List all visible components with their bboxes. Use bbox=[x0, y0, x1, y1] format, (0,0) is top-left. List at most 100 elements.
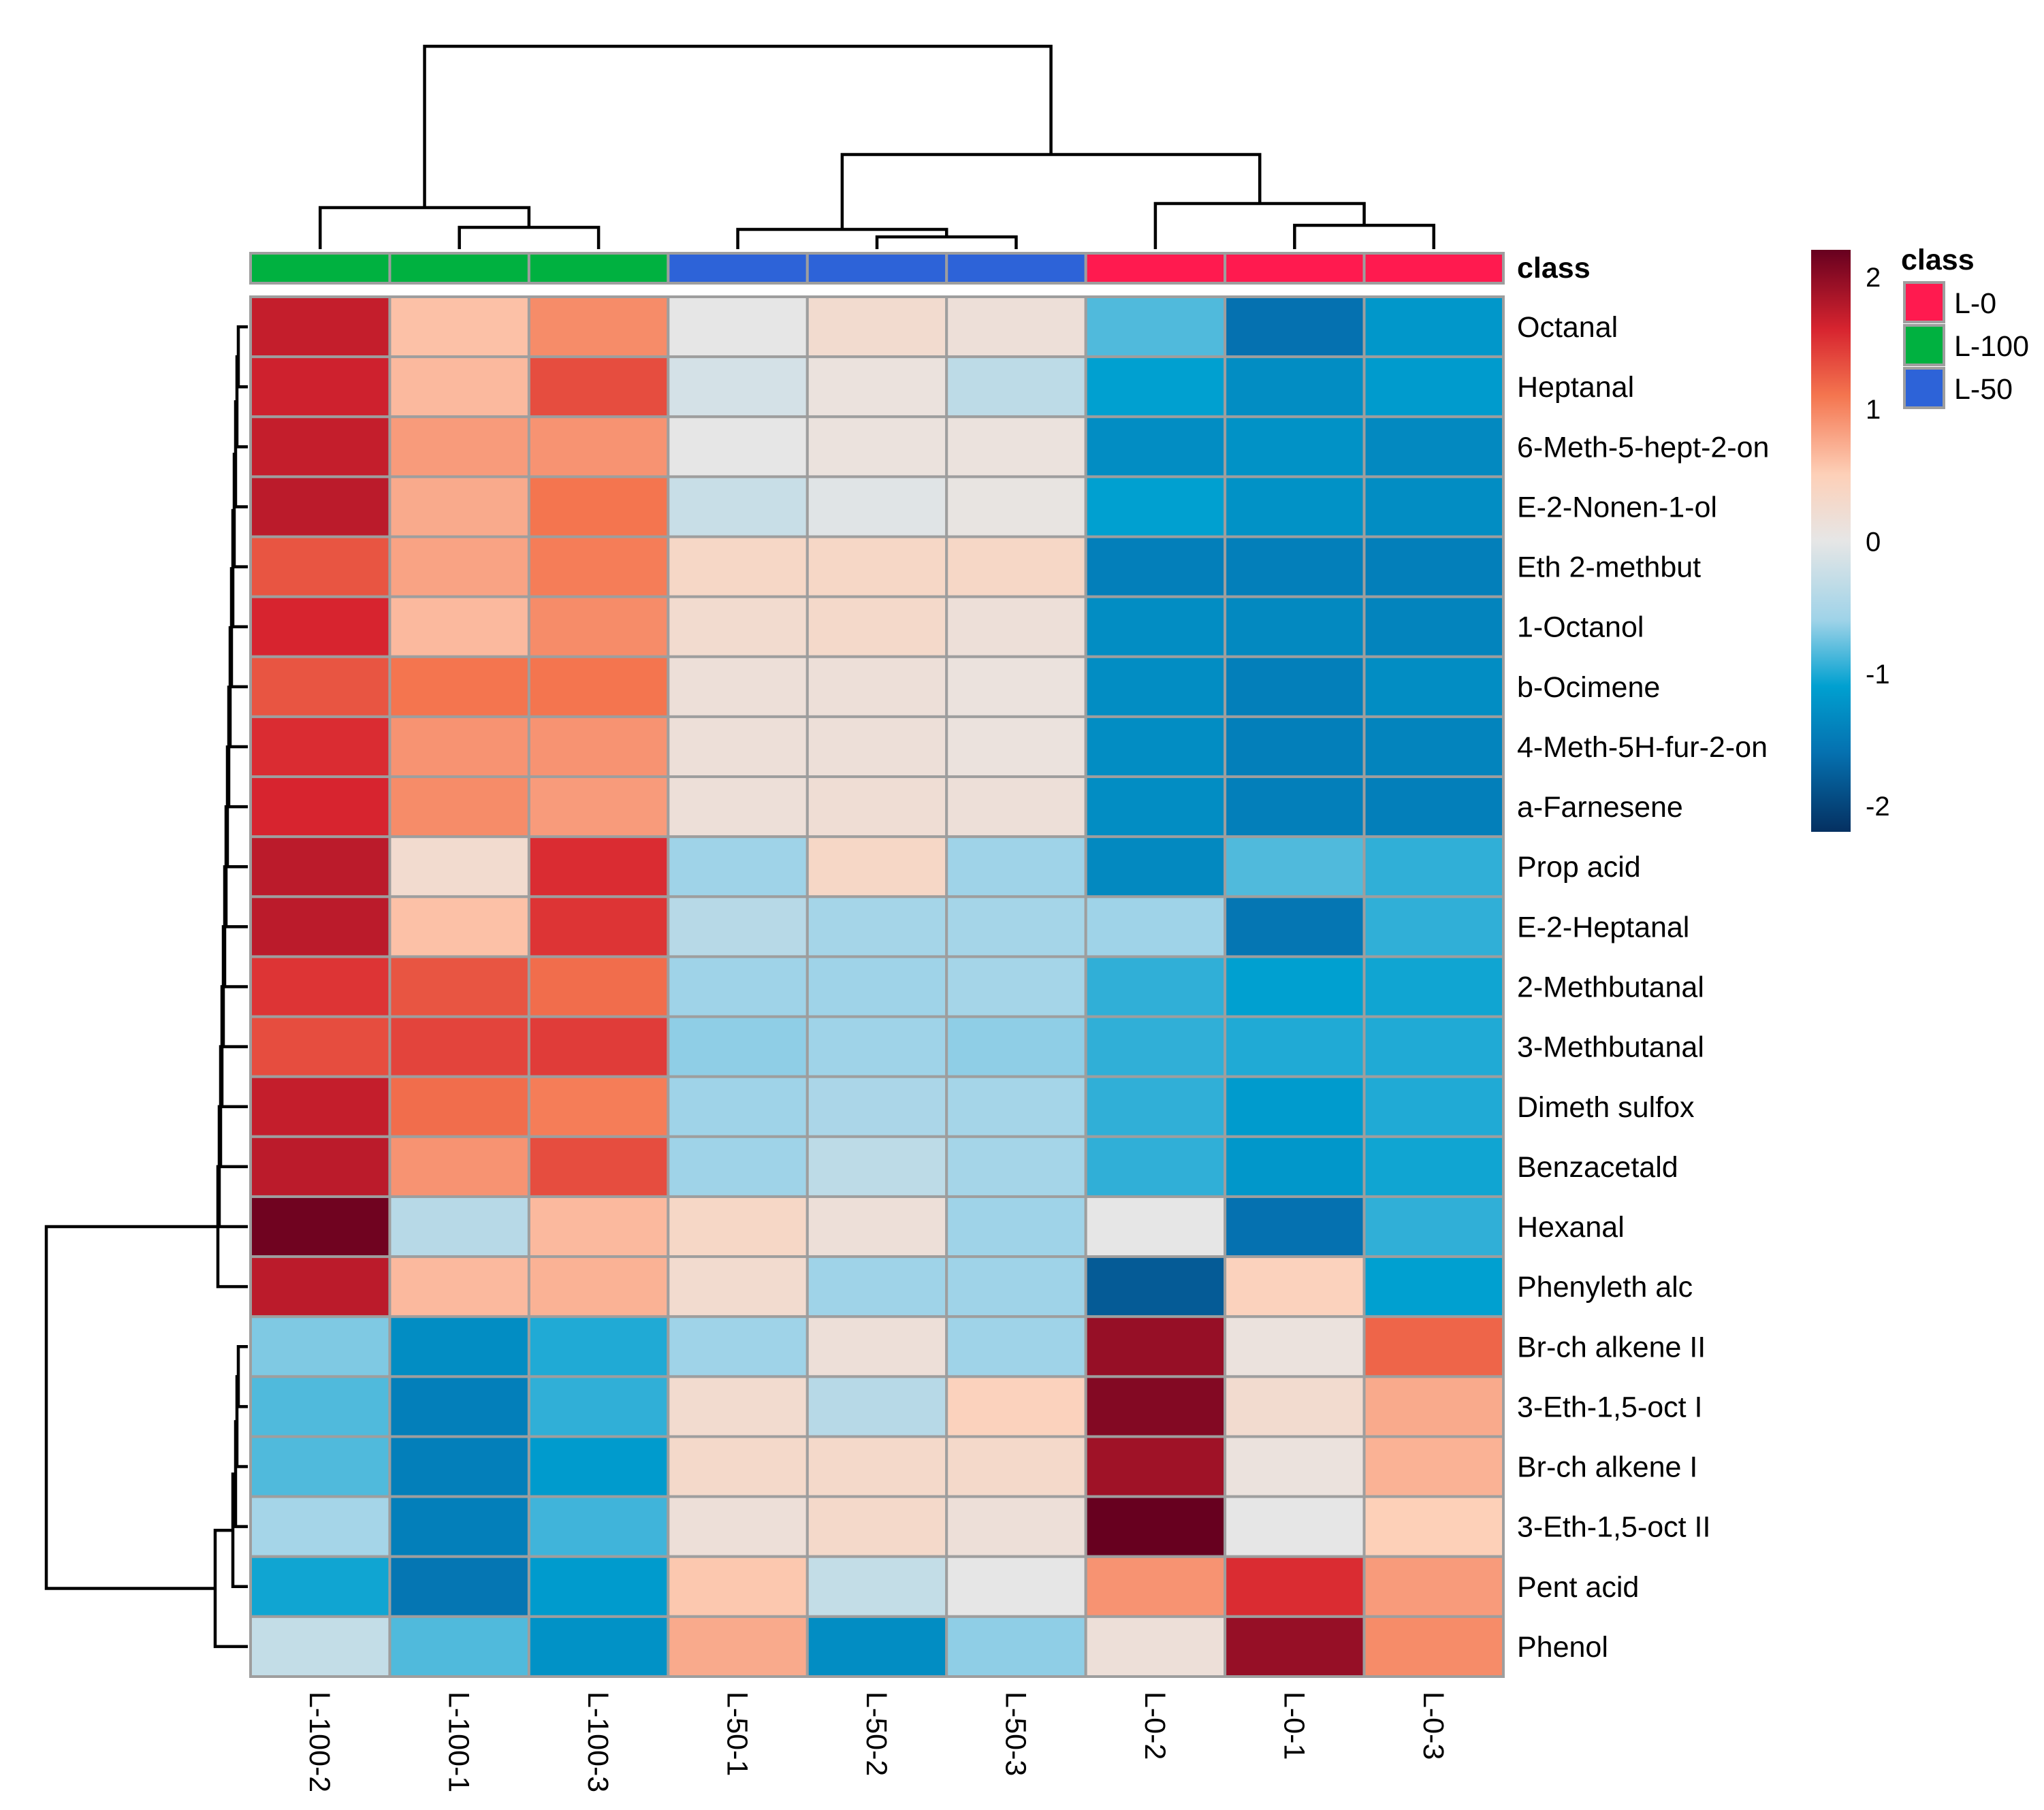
cell-dimeth-sulfox-l-100-3 bbox=[527, 1075, 670, 1138]
cell-octanal-l-50-2 bbox=[805, 295, 948, 359]
cell-4-meth-5h-fur-2-on-l-0-1 bbox=[1224, 715, 1366, 779]
cell-a-farnesene-l-100-2 bbox=[249, 775, 392, 839]
cell-br-ch-alkene-ii-l-0-1 bbox=[1224, 1315, 1366, 1378]
cell-hexanal-l-0-3 bbox=[1362, 1195, 1505, 1259]
cell-e-2-heptanal-l-50-1 bbox=[667, 895, 809, 958]
cell-eth-2-methbut-l-0-2 bbox=[1084, 535, 1227, 598]
cell-pent-acid-l-0-1 bbox=[1224, 1555, 1366, 1618]
cell-br-ch-alkene-ii-l-50-1 bbox=[667, 1315, 809, 1378]
cell-hexanal-l-50-1 bbox=[667, 1195, 809, 1259]
column-dendrogram bbox=[318, 44, 1436, 249]
cell-1-octanol-l-0-1 bbox=[1224, 595, 1366, 658]
cell-phenyleth-alc-l-50-3 bbox=[945, 1255, 1087, 1319]
row-label-heptanal: Heptanal bbox=[1517, 371, 1634, 404]
cell-phenyleth-alc-l-0-2 bbox=[1084, 1255, 1227, 1319]
row-label-br-ch-alkene-i: Br-ch alkene I bbox=[1517, 1451, 1697, 1484]
cell-br-ch-alkene-i-l-50-1 bbox=[667, 1435, 809, 1498]
cell-6-meth-5-hept-2-on-l-100-1 bbox=[388, 415, 530, 479]
cell-br-ch-alkene-i-l-50-3 bbox=[945, 1435, 1087, 1498]
cell-prop-acid-l-0-1 bbox=[1224, 835, 1366, 899]
cell-e-2-nonen-1-ol-l-100-3 bbox=[527, 475, 670, 538]
cell-b-ocimene-l-0-1 bbox=[1224, 655, 1366, 718]
cell-3-eth-1-5-oct-i-l-100-2 bbox=[249, 1375, 392, 1438]
class-legend-swatch-l-0 bbox=[1903, 281, 1945, 323]
column-label-l-100-3: L-100-3 bbox=[581, 1692, 614, 1792]
cell-phenyleth-alc-l-100-1 bbox=[388, 1255, 530, 1319]
cell-br-ch-alkene-i-l-0-2 bbox=[1084, 1435, 1227, 1498]
cell-br-ch-alkene-i-l-0-1 bbox=[1224, 1435, 1366, 1498]
cell-3-eth-1-5-oct-ii-l-100-2 bbox=[249, 1495, 392, 1558]
cell-2-methbutanal-l-50-2 bbox=[805, 955, 948, 1018]
row-label-octanal: Octanal bbox=[1517, 311, 1618, 344]
cell-hexanal-l-50-3 bbox=[945, 1195, 1087, 1259]
cell-benzacetald-l-50-1 bbox=[667, 1135, 809, 1198]
cell-heptanal-l-100-2 bbox=[249, 355, 392, 419]
cell-3-eth-1-5-oct-ii-l-0-1 bbox=[1224, 1495, 1366, 1558]
cell-2-methbutanal-l-50-1 bbox=[667, 955, 809, 1018]
cell-pent-acid-l-0-3 bbox=[1362, 1555, 1505, 1618]
row-label-b-ocimene: b-Ocimene bbox=[1517, 671, 1660, 704]
class-annotation-bar bbox=[249, 252, 1505, 285]
cell-3-eth-1-5-oct-i-l-100-3 bbox=[527, 1375, 670, 1438]
cell-phenol-l-0-3 bbox=[1362, 1615, 1505, 1679]
cell-phenyleth-alc-l-100-2 bbox=[249, 1255, 392, 1319]
cell-b-ocimene-l-100-2 bbox=[249, 655, 392, 718]
col-link-l50-b bbox=[736, 227, 948, 249]
row-link-top-1 bbox=[236, 325, 248, 389]
cell-benzacetald-l-100-3 bbox=[527, 1135, 670, 1198]
col-link-root bbox=[423, 44, 1053, 208]
cell-b-ocimene-l-0-3 bbox=[1362, 655, 1505, 718]
cell-benzacetald-l-100-1 bbox=[388, 1135, 530, 1198]
cell-2-methbutanal-l-0-1 bbox=[1224, 955, 1366, 1018]
cell-e-2-heptanal-l-100-3 bbox=[527, 895, 670, 958]
annotation-l-50-1 bbox=[667, 252, 809, 285]
cell-eth-2-methbut-l-50-3 bbox=[945, 535, 1087, 598]
cell-pent-acid-l-100-3 bbox=[527, 1555, 670, 1618]
cell-e-2-heptanal-l-100-2 bbox=[249, 895, 392, 958]
cell-dimeth-sulfox-l-0-3 bbox=[1362, 1075, 1505, 1138]
annotation-l-0-2 bbox=[1084, 252, 1227, 285]
cell-phenol-l-0-1 bbox=[1224, 1615, 1366, 1679]
cell-3-eth-1-5-oct-ii-l-100-3 bbox=[527, 1495, 670, 1558]
cell-a-farnesene-l-0-3 bbox=[1362, 775, 1505, 839]
cell-hexanal-l-50-2 bbox=[805, 1195, 948, 1259]
cell-e-2-nonen-1-ol-l-0-2 bbox=[1084, 475, 1227, 538]
cell-heptanal-l-100-3 bbox=[527, 355, 670, 419]
cell-phenyleth-alc-l-50-1 bbox=[667, 1255, 809, 1319]
cell-1-octanol-l-100-3 bbox=[527, 595, 670, 658]
cell-octanal-l-100-3 bbox=[527, 295, 670, 359]
cell-benzacetald-l-0-2 bbox=[1084, 1135, 1227, 1198]
cell-e-2-nonen-1-ol-l-100-2 bbox=[249, 475, 392, 538]
row-label-hexanal: Hexanal bbox=[1517, 1211, 1625, 1244]
cell-1-octanol-l-50-2 bbox=[805, 595, 948, 658]
cell-hexanal-l-100-1 bbox=[388, 1195, 530, 1259]
cell-br-ch-alkene-i-l-0-3 bbox=[1362, 1435, 1505, 1498]
cell-1-octanol-l-0-3 bbox=[1362, 595, 1505, 658]
annotation-l-100-3 bbox=[527, 252, 670, 285]
row-label-e-2-heptanal: E-2-Heptanal bbox=[1517, 911, 1689, 943]
cell-3-eth-1-5-oct-ii-l-50-1 bbox=[667, 1495, 809, 1558]
cell-phenol-l-50-3 bbox=[945, 1615, 1087, 1679]
cell-e-2-heptanal-l-0-2 bbox=[1084, 895, 1227, 958]
cell-b-ocimene-l-50-1 bbox=[667, 655, 809, 718]
cell-b-ocimene-l-50-3 bbox=[945, 655, 1087, 718]
color-scale-tick-1: -1 bbox=[1866, 660, 1890, 690]
cell-prop-acid-l-0-2 bbox=[1084, 835, 1227, 899]
row-label-3-eth-1-5-oct-ii: 3-Eth-1,5-oct II bbox=[1517, 1511, 1710, 1544]
cell-hexanal-l-100-3 bbox=[527, 1195, 670, 1259]
color-scale-tick-0: 0 bbox=[1866, 528, 1881, 557]
row-dendrogram bbox=[44, 325, 248, 1649]
cell-3-eth-1-5-oct-ii-l-50-2 bbox=[805, 1495, 948, 1558]
row-link-bottom-18 bbox=[236, 1345, 248, 1408]
row-label-a-farnesene: a-Farnesene bbox=[1517, 791, 1683, 824]
column-label-l-0-3: L-0-3 bbox=[1417, 1692, 1450, 1760]
cell-pent-acid-l-50-1 bbox=[667, 1555, 809, 1618]
cell-3-methbutanal-l-50-3 bbox=[945, 1015, 1087, 1078]
cell-a-farnesene-l-0-2 bbox=[1084, 775, 1227, 839]
class-legend-label-l-50: L-50 bbox=[1954, 373, 2013, 406]
color-scale-tick-2: -2 bbox=[1866, 792, 1890, 822]
cell-br-ch-alkene-ii-l-100-1 bbox=[388, 1315, 530, 1378]
cell-e-2-nonen-1-ol-l-0-3 bbox=[1362, 475, 1505, 538]
cell-br-ch-alkene-i-l-100-3 bbox=[527, 1435, 670, 1498]
row-label-1-octanol: 1-Octanol bbox=[1517, 611, 1644, 644]
